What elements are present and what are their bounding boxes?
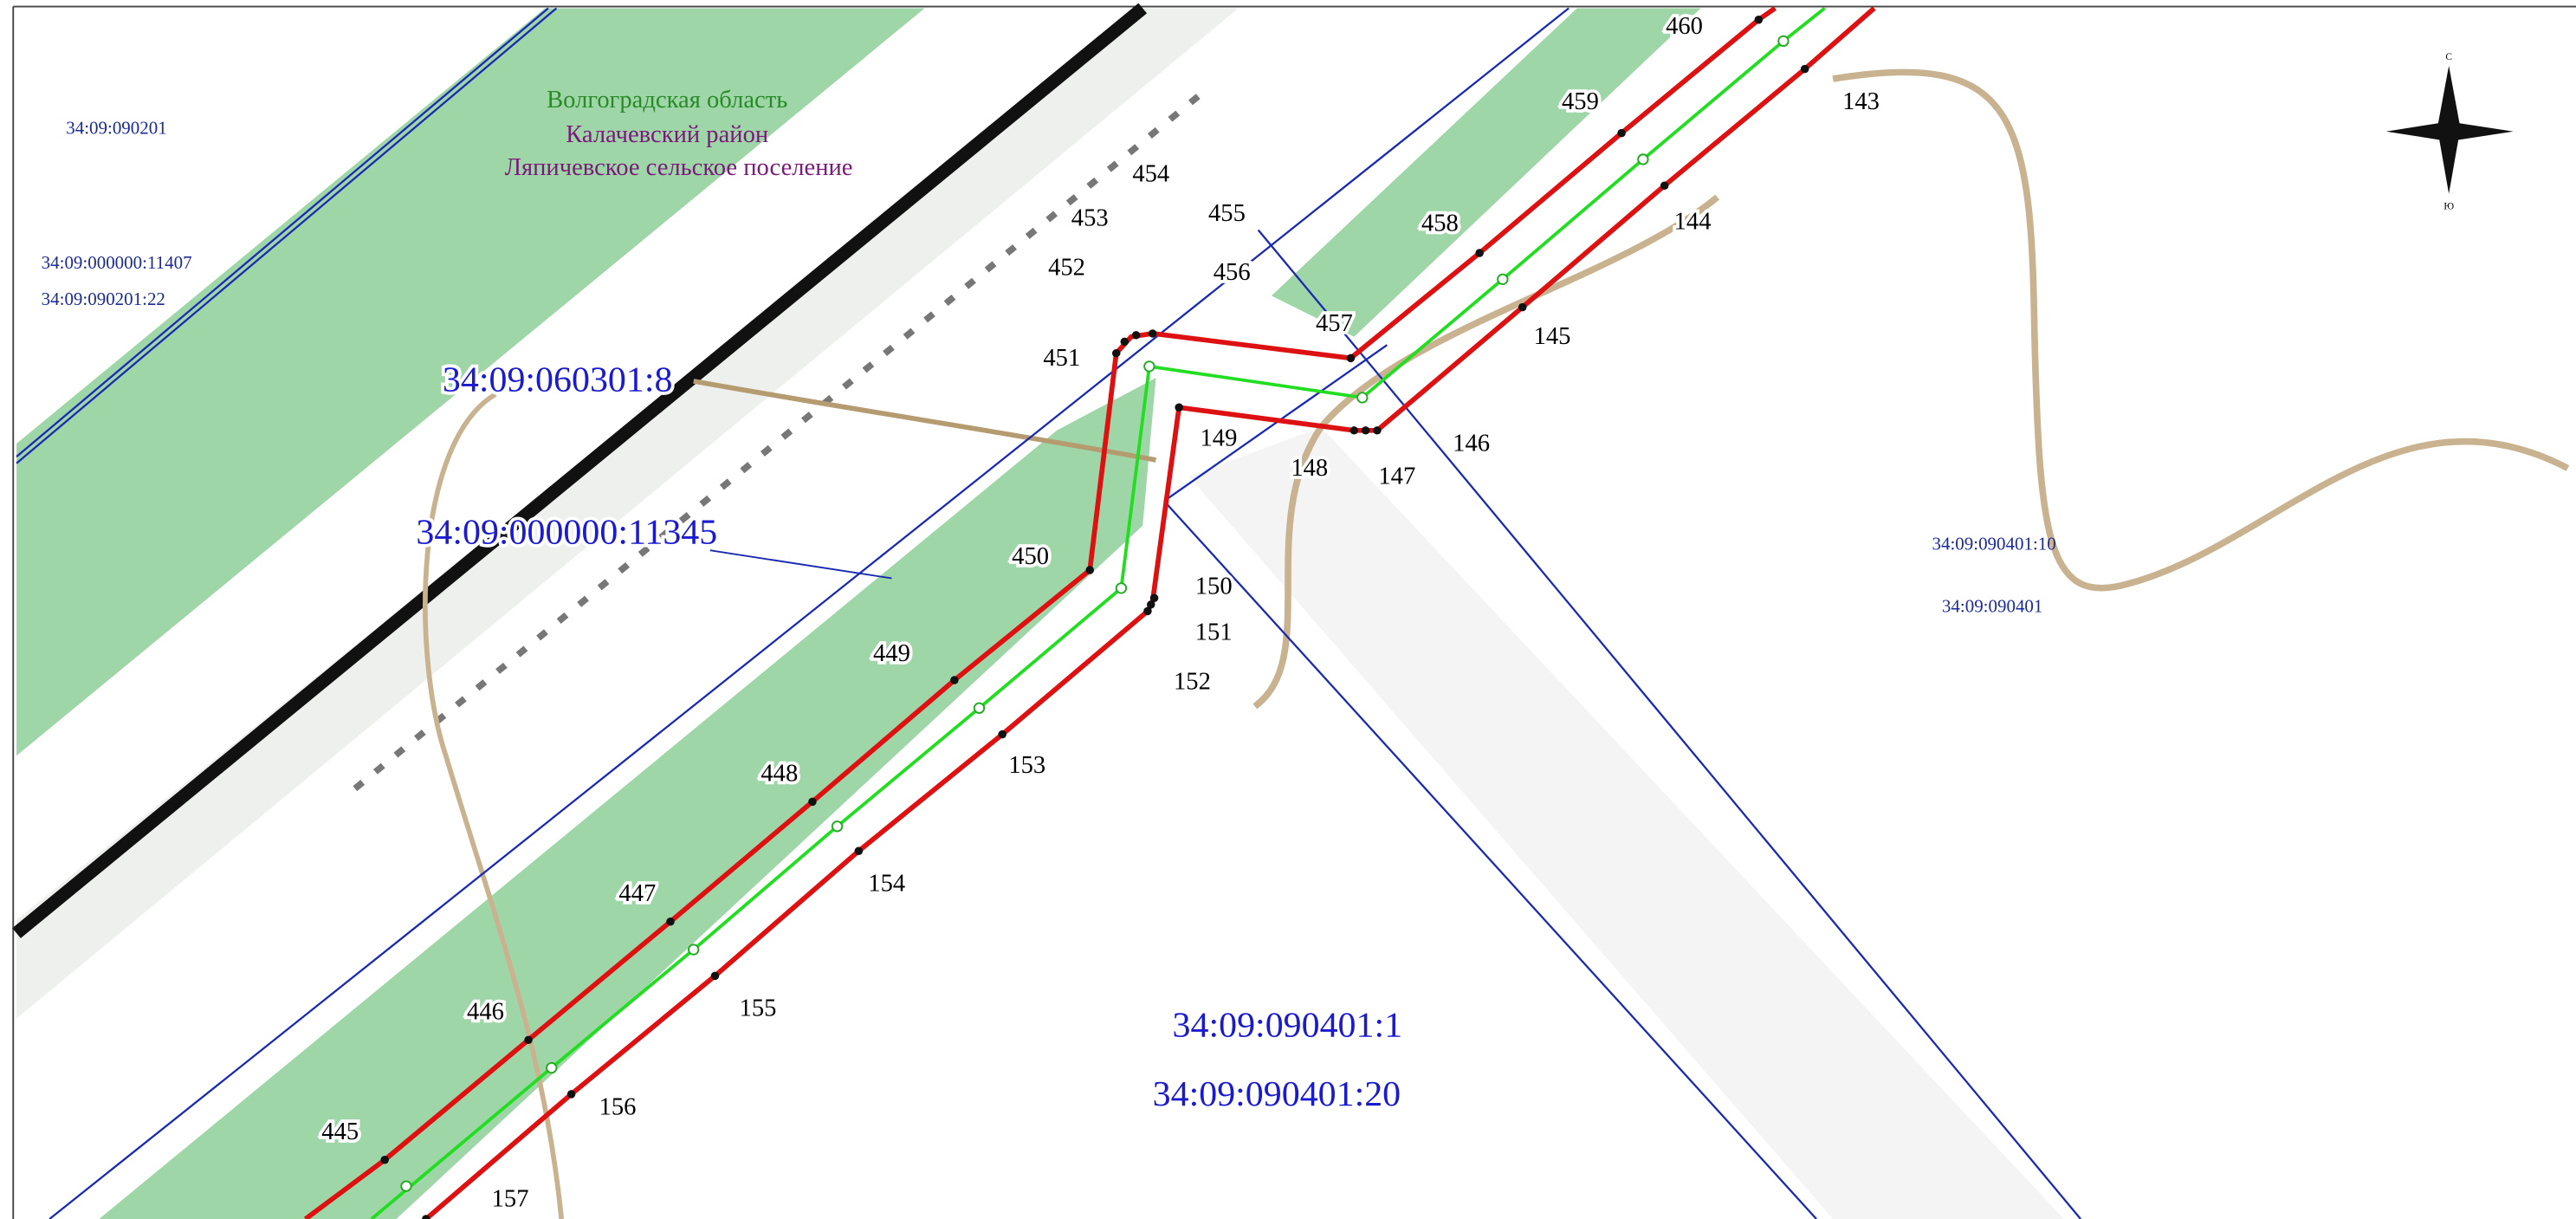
- parcel-label: 34:09:090201: [66, 118, 166, 139]
- vertex: [380, 1156, 389, 1164]
- point-label: 460: [1666, 13, 1703, 40]
- vertex: [1175, 404, 1183, 412]
- point-label: 147: [1378, 463, 1415, 490]
- vertex: [950, 676, 959, 684]
- axis-vertex: [547, 1063, 556, 1073]
- axis-vertex: [689, 944, 698, 954]
- point-label: 150: [1195, 573, 1233, 600]
- vertex: [1347, 354, 1356, 362]
- parcel-label: 34:09:000000:11407: [42, 252, 192, 273]
- point-label: 457: [1316, 310, 1353, 337]
- vertex: [808, 798, 817, 806]
- vertex: [567, 1090, 576, 1098]
- point-label: 157: [492, 1186, 529, 1213]
- parcel-label: 34:09:090401:1: [1173, 1006, 1403, 1046]
- parcel-label: 34:09:090401:10: [1932, 533, 2056, 554]
- vertex: [666, 917, 675, 925]
- vertex: [1617, 129, 1626, 137]
- parcel-label: 34:09:090401:20: [1153, 1074, 1401, 1114]
- point-label: 453: [1071, 205, 1109, 232]
- point-label: 149: [1200, 425, 1237, 452]
- vertex: [1149, 329, 1157, 337]
- point-label: 143: [1842, 88, 1880, 115]
- vertex: [1112, 349, 1121, 357]
- vertex: [1150, 593, 1159, 601]
- vertex: [1120, 338, 1129, 346]
- point-label: 454: [1132, 160, 1169, 187]
- point-label: 450: [1012, 543, 1049, 570]
- vertex: [1362, 426, 1370, 434]
- parcel-label: 34:09:060301:8: [443, 360, 673, 399]
- parcel-label: 34:09:090201:22: [42, 289, 165, 309]
- point-label: 456: [1214, 259, 1251, 286]
- axis-vertex: [974, 704, 984, 713]
- axis-vertex: [1778, 36, 1788, 46]
- vertex: [1755, 16, 1764, 23]
- axis-vertex: [1357, 392, 1367, 402]
- point-label: 446: [467, 999, 504, 1026]
- point-label: 452: [1048, 255, 1085, 282]
- compass-s: Ю: [2443, 202, 2454, 212]
- axis-vertex: [1144, 361, 1154, 371]
- map: С Ю Волгоградская область Калачевский ра…: [0, 0, 2576, 1219]
- point-label: 145: [1534, 323, 1571, 350]
- point-label: 458: [1421, 210, 1459, 237]
- vertex: [1349, 426, 1358, 434]
- point-label: 144: [1674, 208, 1712, 235]
- vertex: [711, 972, 720, 980]
- vertex: [1132, 331, 1141, 339]
- point-label: 148: [1291, 455, 1328, 482]
- axis-vertex: [1116, 583, 1126, 593]
- point-label: 153: [1008, 752, 1045, 779]
- axis-vertex: [1638, 154, 1647, 164]
- vertex: [1085, 566, 1094, 574]
- vertex: [524, 1036, 533, 1044]
- point-label: 445: [321, 1118, 359, 1145]
- point-label: 152: [1174, 668, 1211, 695]
- vertex: [1475, 249, 1484, 256]
- vertex: [1801, 65, 1809, 73]
- parcel-label: 34:09:000000:11345: [416, 513, 717, 553]
- axis-vertex: [832, 821, 842, 831]
- point-label: 146: [1453, 430, 1490, 457]
- point-label: 156: [599, 1094, 637, 1121]
- vertex: [998, 730, 1006, 738]
- point-label: 154: [868, 871, 905, 898]
- point-label: 459: [1562, 88, 1599, 115]
- point-label: 151: [1195, 619, 1233, 646]
- compass-n: С: [2445, 52, 2452, 62]
- parcel-label: 34:09:090401: [1942, 595, 2042, 616]
- vertex: [1660, 182, 1669, 190]
- point-label: 447: [618, 880, 656, 907]
- region-label: Калачевский район: [566, 121, 768, 148]
- vertex: [1373, 426, 1382, 434]
- axis-vertex: [401, 1181, 411, 1190]
- vertex: [1518, 303, 1527, 311]
- point-label: 449: [873, 640, 910, 667]
- point-label: 451: [1043, 345, 1080, 372]
- point-label: 448: [761, 761, 798, 788]
- region-label: Ляпичевское сельское поселение: [505, 154, 853, 181]
- point-label: 155: [740, 995, 777, 1022]
- axis-vertex: [1498, 275, 1507, 284]
- vertex: [855, 847, 864, 855]
- region-label: Волгоградская область: [547, 87, 787, 113]
- point-label: 455: [1208, 200, 1246, 227]
